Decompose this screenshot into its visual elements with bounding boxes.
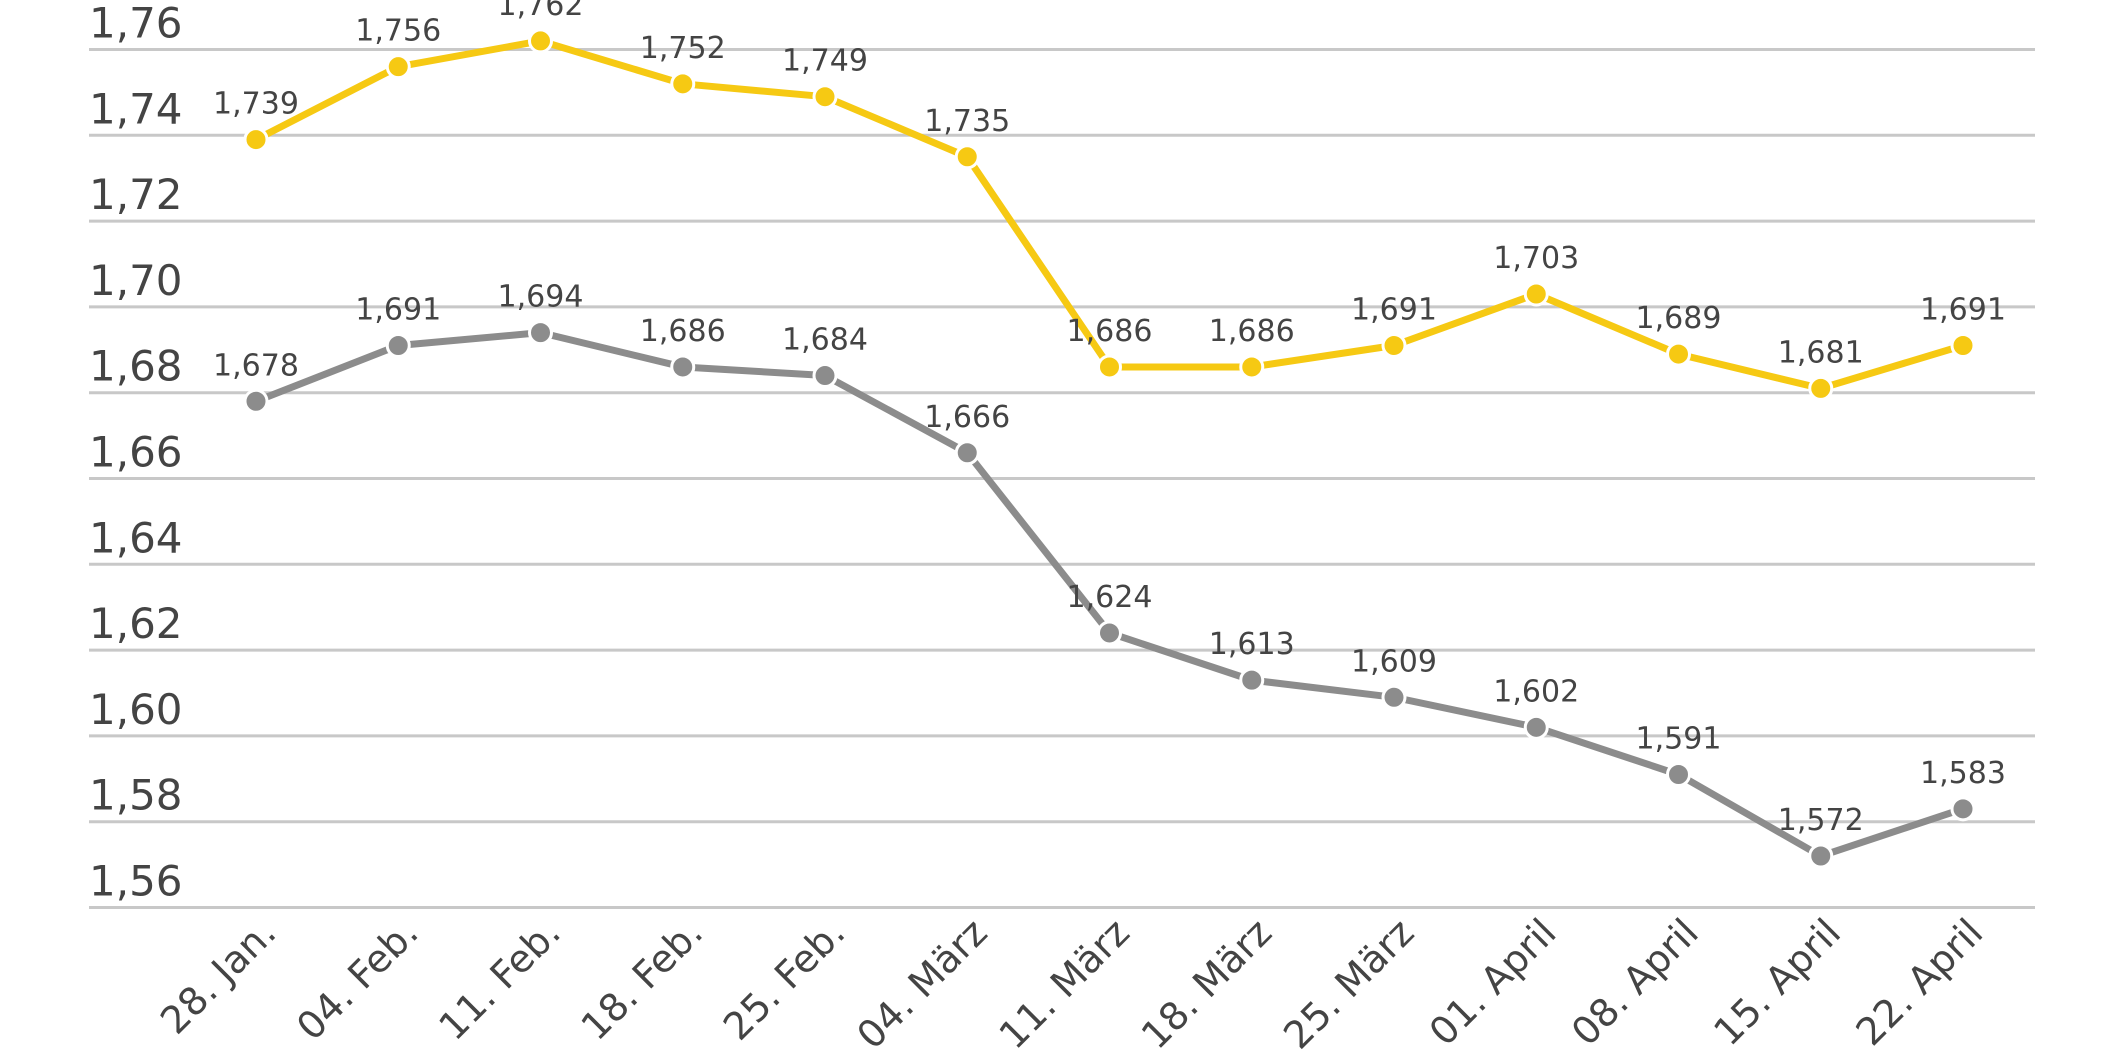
data-point	[243, 388, 269, 414]
data-label: 1,749	[782, 44, 868, 79]
y-tick-label: 1,64	[89, 513, 183, 562]
y-tick-label: 1,66	[89, 428, 183, 477]
y-tick-label: 1,56	[89, 857, 183, 906]
x-tick-label: 25. März	[1275, 910, 1422, 1057]
data-label: 1,691	[355, 293, 441, 328]
data-label: 1,686	[1067, 314, 1153, 349]
data-label: 1,762	[498, 0, 584, 23]
data-label: 1,735	[924, 104, 1010, 139]
data-label: 1,694	[498, 280, 584, 315]
data-point	[670, 354, 696, 380]
data-point	[1808, 375, 1834, 401]
data-point	[1523, 714, 1549, 740]
x-tick-label: 18. März	[1133, 910, 1280, 1057]
data-label: 1,602	[1493, 674, 1579, 709]
x-tick-label: 22. April	[1848, 910, 1992, 1054]
data-point	[1666, 762, 1691, 788]
data-point	[1950, 333, 1976, 359]
data-label: 1,666	[924, 400, 1010, 435]
data-label: 1,739	[213, 87, 299, 122]
data-point	[1381, 333, 1407, 359]
data-label: 1,572	[1778, 803, 1864, 838]
data-label: 1,613	[1209, 627, 1295, 662]
y-tick-label: 1,60	[89, 685, 183, 734]
x-tick-label: 25. Feb.	[715, 910, 854, 1049]
data-point	[954, 144, 980, 170]
x-tick-label: 08. April	[1563, 910, 1707, 1054]
data-point	[812, 84, 838, 110]
x-tick-label: 11. Feb.	[430, 910, 569, 1049]
y-tick-label: 1,70	[89, 256, 183, 305]
data-point	[1666, 341, 1691, 367]
data-label: 1,752	[640, 31, 726, 66]
data-point	[528, 320, 553, 346]
data-point	[1381, 684, 1407, 710]
data-point	[1950, 796, 1976, 822]
x-tick-label: 28. Jan.	[152, 910, 284, 1042]
x-tick-label: 01. April	[1421, 910, 1565, 1054]
data-label: 1,691	[1351, 293, 1437, 328]
data-point	[1239, 667, 1265, 693]
data-label: 1,684	[782, 323, 868, 358]
data-label: 1,703	[1493, 241, 1579, 276]
data-label: 1,691	[1920, 293, 2006, 328]
data-label: 1,583	[1920, 756, 2006, 791]
data-point	[1808, 843, 1834, 869]
data-point	[670, 71, 696, 97]
y-tick-label: 1,72	[89, 170, 183, 219]
data-point	[1097, 354, 1122, 380]
x-tick-label: 15. April	[1705, 910, 1849, 1054]
data-point	[528, 28, 553, 54]
data-point	[243, 127, 269, 153]
y-tick-label: 1,58	[89, 771, 183, 820]
data-label: 1,591	[1636, 722, 1722, 757]
y-tick-label: 1,74	[89, 84, 183, 133]
x-tick-label: 04. Feb.	[288, 910, 427, 1049]
data-label: 1,609	[1351, 644, 1437, 679]
data-label: 1,686	[640, 314, 726, 349]
data-point	[954, 440, 980, 466]
data-label: 1,756	[355, 14, 441, 49]
data-point	[1239, 354, 1265, 380]
data-label: 1,681	[1778, 335, 1864, 370]
data-point	[1097, 620, 1122, 646]
data-label: 1,624	[1067, 580, 1153, 615]
x-tick-label: 11. März	[991, 910, 1138, 1057]
y-tick-label: 1,62	[89, 599, 183, 648]
data-label: 1,678	[213, 348, 299, 383]
data-point	[1523, 281, 1549, 307]
data-point	[385, 54, 411, 80]
y-tick-label: 1,76	[89, 0, 183, 48]
x-tick-label: 18. Feb.	[573, 910, 712, 1049]
x-tick-label: 04. März	[848, 910, 995, 1057]
data-point	[812, 363, 838, 389]
data-label: 1,689	[1636, 301, 1722, 336]
data-label: 1,686	[1209, 314, 1295, 349]
y-tick-label: 1,68	[89, 342, 183, 391]
data-point	[385, 333, 411, 359]
